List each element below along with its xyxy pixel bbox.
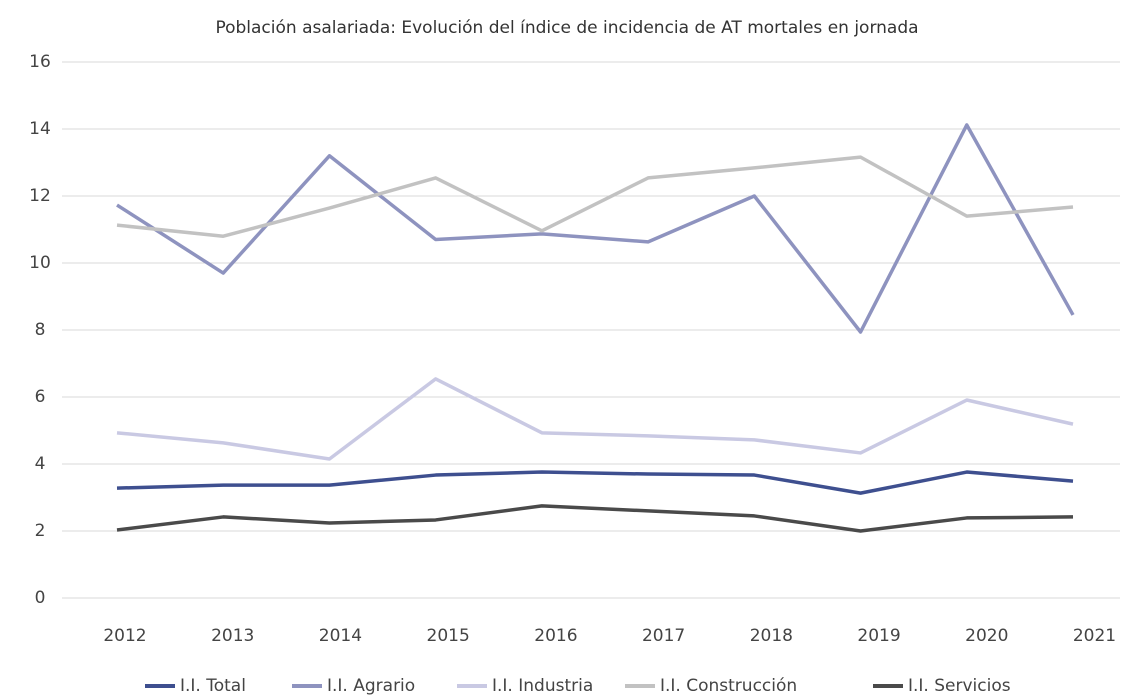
series-line bbox=[116, 470, 1074, 495]
x-tick-label: 2014 bbox=[319, 626, 362, 646]
y-tick-label: 4 bbox=[35, 454, 46, 474]
y-tick-label: 2 bbox=[35, 521, 46, 541]
x-tick-label: 2017 bbox=[642, 626, 685, 646]
x-tick-label: 2016 bbox=[534, 626, 577, 646]
x-tick-label: 2013 bbox=[211, 626, 254, 646]
series-line bbox=[116, 123, 1075, 334]
y-tick-label: 16 bbox=[29, 52, 51, 72]
y-tick-label: 10 bbox=[29, 253, 51, 273]
y-tick-label: 8 bbox=[35, 320, 46, 340]
series-line bbox=[116, 155, 1074, 238]
series-line bbox=[116, 504, 1074, 533]
legend-label: I.I. Servicios bbox=[908, 676, 1011, 695]
y-tick-label: 0 bbox=[35, 588, 46, 608]
x-tick-label: 2018 bbox=[750, 626, 793, 646]
y-tick-label: 6 bbox=[35, 387, 46, 407]
legend-label: I.I. Industria bbox=[492, 676, 593, 695]
legend-label: I.I. Agrario bbox=[327, 676, 415, 695]
chart-title: Población asalariada: Evolución del índi… bbox=[215, 18, 918, 38]
x-tick-label: 2015 bbox=[427, 626, 470, 646]
legend-label: I.I. Construcción bbox=[660, 676, 797, 695]
x-tick-label: 2020 bbox=[965, 626, 1008, 646]
y-tick-label: 12 bbox=[29, 186, 51, 206]
x-tick-label: 2021 bbox=[1073, 626, 1116, 646]
x-tick-label: 2012 bbox=[103, 626, 146, 646]
legend-label: I.I. Total bbox=[180, 676, 246, 695]
series-line bbox=[116, 377, 1074, 461]
x-tick-label: 2019 bbox=[857, 626, 900, 646]
y-tick-label: 14 bbox=[29, 119, 51, 139]
